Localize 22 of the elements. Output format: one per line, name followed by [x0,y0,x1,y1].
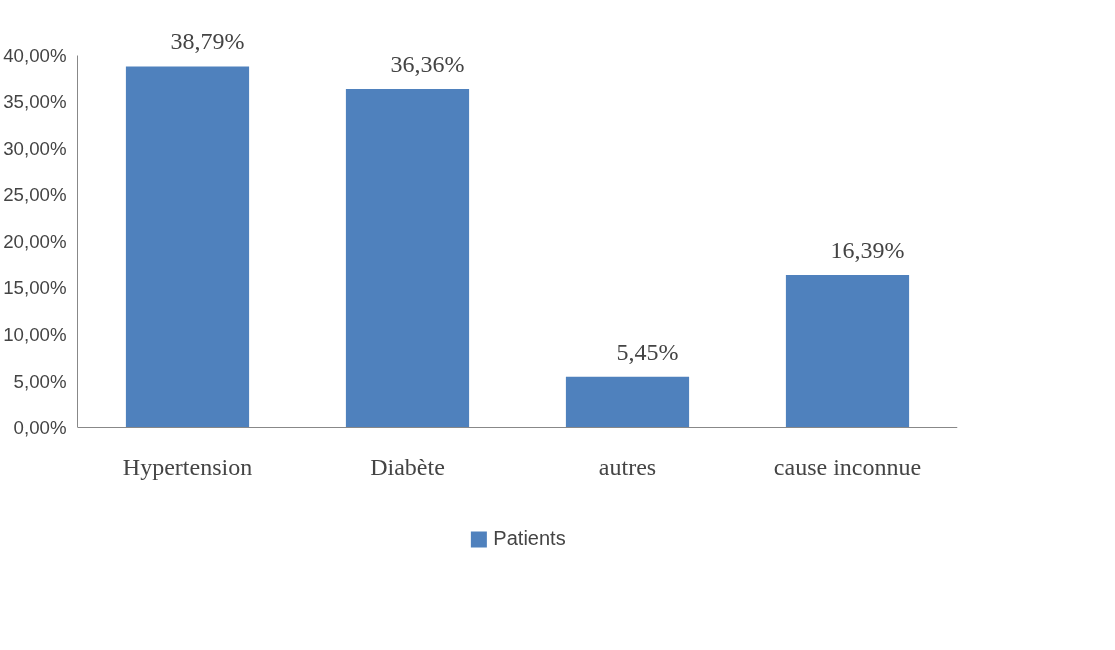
y-tick-label: 40,00% [3,44,67,66]
data-label: 5,45% [616,338,679,365]
y-tick-label: 5,00% [13,370,67,392]
legend-label: Patients [493,527,566,550]
x-tick-label: autres [598,453,657,480]
y-tick-label: 35,00% [3,91,67,113]
x-tick-label: Diabète [370,453,445,480]
bar [565,376,690,428]
y-tick-label: 15,00% [3,277,67,299]
y-tick-label: 30,00% [3,137,67,159]
data-label: 38,79% [170,28,245,55]
y-tick-label: 25,00% [3,184,67,206]
data-label: 36,36% [390,51,465,78]
x-tick-label: cause inconnue [773,453,922,480]
y-tick-label: 0,00% [13,417,67,439]
x-tick-label: Hypertension [122,453,253,480]
y-tick-label: 10,00% [3,324,67,345]
data-label: 16,39% [830,237,905,264]
bar [785,275,910,428]
bar [125,66,250,428]
bar [345,89,470,428]
y-tick-label: 20,00% [3,230,67,252]
